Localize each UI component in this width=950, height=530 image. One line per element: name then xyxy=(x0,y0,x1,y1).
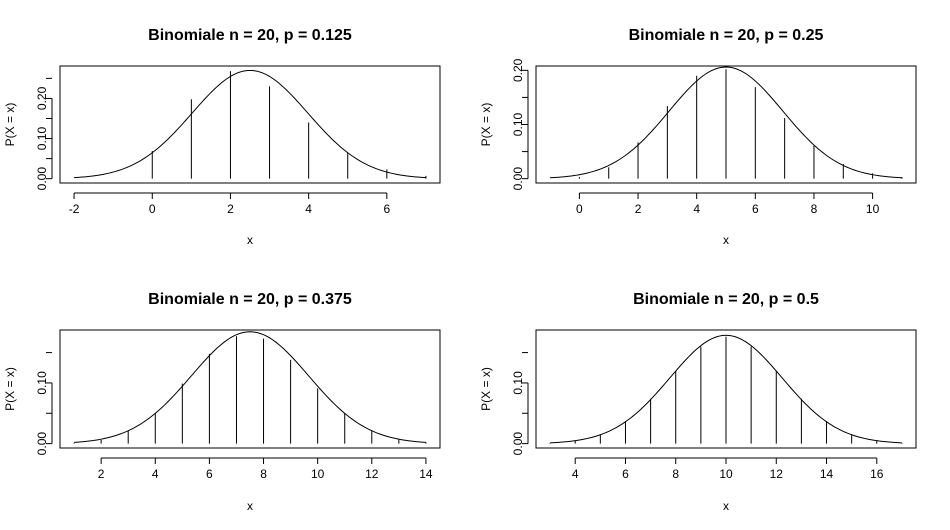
chart-3-y-axis-label: P(X = x) xyxy=(479,367,493,411)
chart-3-y-tick-label: 0.00 xyxy=(511,432,525,456)
chart-3-x-tick-label: 8 xyxy=(672,467,679,481)
chart-0-title: Binomiale n = 20, p = 0.125 xyxy=(148,27,352,44)
chart-2-x-tick-label: 12 xyxy=(365,467,379,481)
chart-3-x-tick-label: 12 xyxy=(770,467,784,481)
chart-2-panel: Binomiale n = 20, p = 0.375 2 4 6 8 10 12 14 0.0… xyxy=(3,291,441,513)
chart-0-plot-frame xyxy=(59,65,441,184)
chart-2-y-axis-label: P(X = x) xyxy=(3,367,17,411)
chart-1-x-tick-label: 0 xyxy=(576,202,583,216)
chart-3-panel: Binomiale n = 20, p = 0.5 4 6 8 10 12 14 16 0.00… xyxy=(479,291,917,513)
chart-1-normal-curve xyxy=(550,66,902,179)
chart-1-panel: Binomiale n = 20, p = 0.25 0 2 4 6 8 10 0.00 0.1… xyxy=(479,27,917,247)
chart-1-y-axis-label: P(X = x) xyxy=(479,103,493,147)
chart-2-x-tick-label: 10 xyxy=(311,467,325,481)
chart-0-x-axis-label: x xyxy=(247,233,253,247)
chart-2-y-tick-label: 0.00 xyxy=(35,432,49,456)
chart-3-x-tick-label: 16 xyxy=(870,467,884,481)
chart-0-panel: Binomiale n = 20, p = 0.125 -2 0 2 4 6 0.00 0.1… xyxy=(3,27,441,247)
chart-2-x-tick-label: 6 xyxy=(206,467,213,481)
chart-0-y-tick-label: 0.10 xyxy=(35,127,49,151)
chart-0-y-tick-label: 0.20 xyxy=(35,86,49,110)
chart-3-x-tick-label: 6 xyxy=(622,467,629,481)
chart-1-x-tick-label: 10 xyxy=(866,202,880,216)
chart-3-x-tick-label: 10 xyxy=(719,467,733,481)
chart-1-x-tick-label: 6 xyxy=(752,202,759,216)
chart-3-normal-curve xyxy=(550,334,902,444)
chart-3-x-tick-label: 4 xyxy=(572,467,579,481)
chart-2-title: Binomiale n = 20, p = 0.375 xyxy=(148,291,352,308)
chart-2-normal-curve xyxy=(74,331,426,443)
chart-1-y-tick-label: 0.00 xyxy=(511,167,525,191)
chart-3-title: Binomiale n = 20, p = 0.5 xyxy=(633,291,819,308)
chart-3-y-tick-label: 0.10 xyxy=(511,371,525,395)
chart-0-y-axis-label: P(X = x) xyxy=(3,103,17,147)
chart-1-y-tick-label: 0.10 xyxy=(511,112,525,136)
chart-2-x-axis-label: x xyxy=(247,499,253,513)
chart-1-title: Binomiale n = 20, p = 0.25 xyxy=(629,27,824,44)
chart-1-y-tick-label: 0.20 xyxy=(511,58,525,82)
chart-0-x-tick-label: 6 xyxy=(383,202,390,216)
chart-3-plot-frame xyxy=(535,329,917,449)
chart-2-x-tick-label: 14 xyxy=(419,467,433,481)
chart-3-x-axis-label: x xyxy=(723,499,729,513)
chart-1-x-tick-label: 2 xyxy=(635,202,642,216)
chart-0-x-tick-label: -2 xyxy=(69,202,80,216)
chart-2-x-tick-label: 4 xyxy=(152,467,159,481)
chart-0-x-tick-label: 2 xyxy=(227,202,234,216)
chart-1-x-tick-label: 4 xyxy=(693,202,700,216)
chart-2-x-tick-label: 8 xyxy=(260,467,267,481)
chart-3-x-tick-label: 14 xyxy=(820,467,834,481)
chart-2-plot-frame xyxy=(59,329,441,449)
chart-0-y-tick-label: 0.00 xyxy=(35,167,49,191)
chart-0-x-tick-label: 4 xyxy=(305,202,312,216)
chart-0-normal-curve xyxy=(74,69,426,179)
chart-2-y-tick-label: 0.10 xyxy=(35,371,49,395)
chart-1-x-tick-label: 8 xyxy=(811,202,818,216)
chart-1-plot-frame xyxy=(535,65,917,184)
chart-2-x-tick-label: 2 xyxy=(98,467,105,481)
chart-0-x-tick-label: 0 xyxy=(149,202,156,216)
chart-1-x-axis-label: x xyxy=(723,233,729,247)
